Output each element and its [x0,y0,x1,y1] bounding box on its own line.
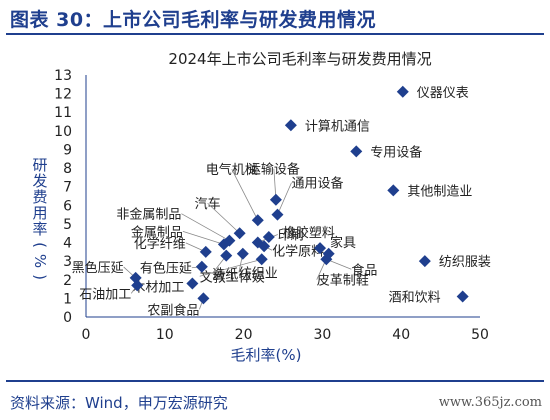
leader-line [199,258,262,277]
point-label: 纺织服装 [439,255,491,270]
data-point-marker [131,279,144,292]
leader-line [207,202,240,234]
point-label: 非金属制品 [116,207,181,223]
point-label: 化学纤维 [134,236,186,252]
watermark: www.365jz.com [438,395,542,410]
data-point-marker [251,214,264,227]
y-tick-label: 4 [63,236,72,252]
point-label: 文教工体娱 [200,269,265,285]
point-label: 有色压延 [140,261,192,277]
y-tick-label: 3 [63,254,72,270]
y-tick-label: 2 [63,273,72,289]
point-label: 专用设备 [370,144,422,160]
data-point-marker [396,85,409,98]
leader-line [277,182,292,215]
data-point-marker [255,253,268,266]
data-point-marker [350,145,363,158]
x-tick-label: 30 [313,327,331,343]
data-point-marker [314,242,327,255]
point-labels: 仪器仪表计算机通信专用设备其他制造业运输设备电气机械通用设备汽车橡胶塑料非金属制… [72,86,491,319]
leader-line [181,213,230,242]
y-tick-label: 8 [63,161,72,177]
chart-title: 2024年上市公司毛利率与研发费用情况 [168,50,431,68]
figure-header: 图表 30：上市公司毛利率与研发费用情况 [6,3,544,35]
y-tick-label: 13 [54,68,72,84]
point-label: 其他制造业 [407,184,472,199]
data-point-marker [387,184,400,197]
point-label: 通用设备 [291,176,343,192]
point-label: 电气机械 [206,162,258,178]
data-point-marker [269,193,282,206]
x-tick-label: 40 [392,327,410,343]
x-tick-label: 20 [235,327,253,343]
data-point-marker [456,290,469,303]
point-label: 印刷 [278,229,304,244]
y-axis-title-char: 率 [32,220,47,238]
y-axis-title-char: ) [31,274,49,280]
leader-line [182,231,225,245]
point-label: 木材加工 [132,280,184,295]
data-point-marker [322,247,335,260]
data-point-marker [220,249,233,262]
y-axis-title-char: 用 [32,204,47,222]
data-point-marker [258,240,271,253]
data-point-marker [418,255,431,268]
point-label: 黑色压延 [72,260,124,276]
y-tick-label: 0 [63,310,72,326]
y-tick-label: 12 [54,87,72,103]
data-points [129,85,469,305]
leader-line [231,169,259,221]
data-point-marker [233,227,246,240]
point-label: 汽车 [195,196,221,212]
x-tick-label: 10 [156,327,174,343]
point-label: 计算机通信 [305,119,370,134]
point-label: 皮革制鞋 [317,273,369,289]
point-label: 石油加工 [79,287,131,302]
point-label: 金属制品 [131,224,183,240]
figure-title: 图表 30：上市公司毛利率与研发费用情况 [10,9,377,31]
y-tick-label: 7 [63,180,72,196]
data-point-marker [262,230,275,243]
data-point-marker [271,208,284,221]
point-label: 纺织业 [239,267,278,282]
y-axis-title-char: ( [31,242,49,248]
point-label: 农副食品 [147,302,199,318]
point-label: 家具 [330,235,356,251]
scatter-chart: 2024年上市公司毛利率与研发费用情况 0 10 20 30 40 50012345678… [31,50,491,364]
y-tick-label: 5 [63,217,72,233]
source-note: 资料来源：Wind，申万宏源研究 [10,394,228,412]
point-label: 仪器仪表 [417,86,469,101]
data-point-marker [186,277,199,290]
point-label: 橡胶塑料 [283,225,335,241]
y-axis-title-char: 研 [32,156,47,174]
data-point-marker [236,247,249,260]
point-label: 食品 [351,262,377,278]
x-axis-title: 毛利率(%) [231,346,302,364]
y-tick-label: 9 [63,142,72,158]
x-tick-label: 50 [471,327,489,343]
data-point-marker [195,260,208,273]
figure-footer: 资料来源：Wind，申万宏源研究 www.365jz.com [6,380,544,418]
y-tick-label: 6 [63,198,72,214]
data-point-marker [320,253,333,266]
data-point-marker [199,245,212,258]
y-tick-label: 11 [54,105,72,121]
y-axis-title-char: 费 [32,188,47,206]
data-point-marker [284,119,297,132]
y-tick-label: 1 [63,291,72,307]
data-point-marker [197,292,210,305]
y-tick-label: 10 [54,124,72,140]
data-point-marker [217,238,230,251]
x-tick-label: 0 [82,327,91,343]
y-axis-title-char: 发 [32,172,47,190]
point-label: 酒和饮料 [389,291,441,306]
point-label: 化学原料 [272,243,324,259]
y-axis-title-char: % [31,254,49,268]
